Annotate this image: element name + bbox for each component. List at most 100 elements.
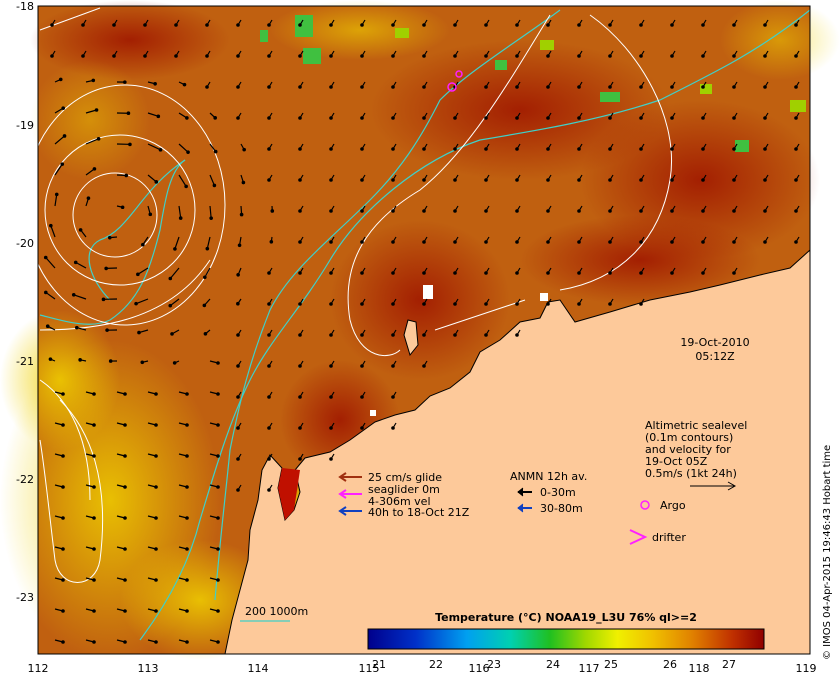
velocity-arrow-head [49, 223, 53, 228]
velocity-arrow-head [577, 209, 581, 213]
velocity-arrow-head [134, 301, 138, 306]
velocity-arrow [54, 135, 65, 145]
lat-tick: -19 [16, 119, 34, 132]
velocity-arrow-head [515, 23, 519, 27]
velocity-arrow-head [185, 116, 189, 120]
velocity-arrow-head [236, 301, 240, 306]
velocity-arrow-head [50, 23, 54, 27]
svg-text:24: 24 [546, 658, 560, 671]
lon-tick: 117 [579, 662, 600, 675]
altimetry-legend: Altimetric sealevel (0.1m contours) and … [645, 419, 747, 491]
velocity-arrow-head [329, 54, 333, 58]
velocity-arrow-head [484, 271, 488, 275]
svg-text:27: 27 [722, 658, 736, 671]
velocity-arrow [178, 143, 189, 153]
velocity-arrow-head [123, 454, 127, 458]
velocity-arrow-head [360, 116, 364, 120]
velocity-arrow-head [112, 23, 116, 27]
velocity-arrow-head [608, 85, 612, 89]
velocity-arrow [169, 267, 180, 279]
velocity-arrow-head [515, 54, 519, 58]
velocity-arrow-head [61, 609, 65, 613]
velocity-arrow-head [794, 54, 798, 58]
velocity-arrow-head [92, 392, 96, 396]
velocity-arrow-head [236, 85, 240, 89]
velocity-arrow-head [45, 324, 50, 329]
velocity-arrow-head [205, 23, 209, 27]
velocity-arrow-head [546, 23, 550, 27]
velocity-arrow-head [391, 302, 395, 306]
velocity-arrow-head [185, 516, 189, 520]
velocity-arrow-head [422, 116, 426, 120]
velocity-arrow-head [154, 180, 159, 184]
svg-text:Argo: Argo [660, 499, 686, 512]
velocity-arrow-head [241, 180, 246, 185]
velocity-arrow-head [141, 242, 145, 247]
plot-frame [37, 5, 811, 655]
velocity-arrow-head [794, 178, 798, 182]
velocity-arrow-head [92, 454, 96, 458]
velocity-arrow-head [360, 271, 364, 275]
velocity-arrow-head [391, 333, 395, 337]
velocity-arrow-head [74, 325, 79, 330]
velocity-arrow-head [107, 235, 112, 240]
velocity-arrow-head [639, 302, 643, 306]
lon-tick: 112 [28, 662, 49, 675]
velocity-arrow [209, 174, 215, 186]
velocity-arrow-head [71, 292, 76, 297]
velocity-arrow-head [237, 243, 242, 248]
velocity-arrow-head [123, 516, 127, 520]
velocity-arrow-head [732, 240, 736, 244]
velocity-arrow-head [185, 392, 189, 396]
velocity-arrow-head [216, 640, 220, 644]
velocity-arrow-head [123, 423, 127, 427]
timestamp-time: 05:12Z [695, 350, 735, 363]
velocity-arrow-head [546, 178, 550, 182]
colorbar: Temperature (°C) NOAA19_L3U 76% ql>=2 21… [367, 611, 765, 671]
velocity-arrow-head [78, 228, 83, 232]
velocity-arrow-head [546, 302, 550, 306]
velocity-arrow-head [670, 209, 674, 213]
velocity-arrow-head [360, 395, 364, 399]
velocity-arrow-head [112, 54, 116, 58]
velocity-arrow-head [453, 178, 457, 182]
velocity-arrow-head [61, 106, 66, 110]
velocity-arrow-head [453, 147, 457, 151]
velocity-arrow-head [546, 85, 550, 89]
velocity-arrow-head [515, 178, 519, 182]
velocity-arrow-head [422, 333, 426, 337]
velocity-arrow-head [236, 395, 240, 399]
velocity-arrow-head [670, 23, 674, 27]
velocity-arrow-head [184, 184, 188, 189]
velocity-arrow-head [639, 178, 643, 182]
velocity-arrow-head [577, 302, 581, 306]
velocity-arrow-head [216, 609, 220, 613]
velocity-arrow-head [608, 209, 612, 213]
velocity-arrow-head [422, 23, 426, 27]
isobath-legend: 200 1000m [240, 605, 308, 622]
velocity-arrow-head [391, 178, 395, 182]
velocity-arrow-head [608, 240, 612, 244]
velocity-arrow-head [298, 240, 302, 244]
velocity-arrow-head [158, 148, 163, 152]
isobath-lines [39, 9, 811, 641]
velocity-arrow-head [515, 302, 519, 306]
velocity-arrow-head [763, 240, 767, 244]
velocity-arrow-head [185, 485, 189, 489]
velocity-arrow-head [639, 85, 643, 89]
velocity-arrow-head [484, 116, 488, 120]
velocity-arrow [45, 291, 56, 300]
velocity-arrow-head [391, 364, 395, 368]
velocity-arrow-head [515, 85, 519, 89]
velocity-arrow-head [182, 82, 187, 87]
velocity-arrow-head [701, 23, 705, 27]
velocity-arrow-head [203, 331, 208, 336]
velocity-arrow-head [422, 240, 426, 244]
velocity-arrow-head [391, 240, 395, 244]
velocity-arrow-head [639, 54, 643, 58]
velocity-arrow-head [484, 23, 488, 27]
velocity-arrow-head [267, 302, 271, 306]
velocity-arrow-head [453, 333, 457, 337]
velocity-arrow-head [391, 23, 395, 27]
velocity-arrow-head [360, 147, 364, 151]
